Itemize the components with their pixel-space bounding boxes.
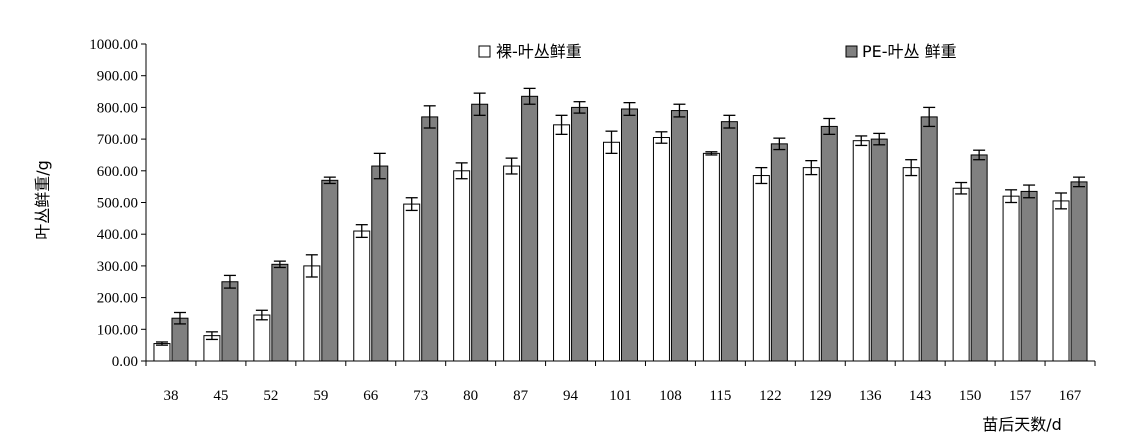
x-tick-label: 94 (563, 388, 579, 404)
x-tick-label: 87 (513, 388, 529, 404)
x-tick-label: 115 (709, 388, 731, 404)
y-tick-label: 700.00 (97, 132, 138, 148)
bar-pe (770, 143, 788, 362)
x-ticks: 38 45 52 59 66 73 80 87 94 101 108 115 122 129 136 143 1… (145, 361, 1096, 404)
x-axis: 38 45 52 59 66 73 80 87 94 101 108 115 122 129 136 143 1… (145, 360, 1096, 404)
legend-label-pe: PE-叶丛 鲜重 (862, 42, 957, 61)
bar-bare (403, 203, 421, 362)
x-tick-label: 108 (659, 388, 682, 404)
bar-bare (852, 140, 870, 362)
bar-pe (670, 110, 688, 362)
x-tick-label: 73 (413, 388, 428, 404)
x-tick-label: 80 (463, 388, 478, 404)
bar-bare (652, 137, 670, 362)
bar-bare (553, 124, 571, 362)
bar-bare (802, 167, 820, 362)
y-tick-label: 300.00 (97, 259, 138, 275)
error-bars (155, 87, 1086, 346)
bar-pe (720, 121, 738, 362)
bar-pe (221, 281, 239, 362)
y-tick-label: 800.00 (97, 100, 138, 116)
bar-pe (870, 138, 888, 362)
y-tick-label: 1000.00 (89, 37, 138, 53)
x-tick-label: 59 (313, 388, 328, 404)
bar-bare (303, 265, 321, 362)
bar-pe (471, 103, 489, 362)
x-tick-label: 129 (809, 388, 832, 404)
bar-pe (421, 116, 439, 362)
x-axis-title: 苗后天数/d (982, 415, 1062, 434)
bar-pe (920, 116, 938, 362)
x-tick-label: 38 (163, 388, 178, 404)
y-ticks: 0.00 100.00 200.00 300.00 400.00 500.00 600.00… (89, 37, 146, 370)
bar-bare (353, 230, 371, 362)
legend-swatch-pe (845, 45, 858, 58)
y-tick-label: 100.00 (97, 322, 138, 338)
bar-bare (702, 152, 720, 362)
legend-item-bare: 裸-叶丛鲜重 (478, 42, 582, 61)
y-tick-label: 400.00 (97, 227, 138, 243)
bar-pe (521, 95, 539, 362)
bar-pe (371, 165, 389, 362)
bar-bare (752, 175, 770, 362)
bar-pe (271, 263, 289, 362)
legend-label-bare: 裸-叶丛鲜重 (496, 42, 582, 61)
bar-bare (603, 141, 620, 362)
bar-bare (153, 343, 171, 362)
y-axis-title: 叶丛鲜重/g (33, 160, 52, 240)
bar-pe (321, 179, 339, 362)
y-tick-label: 0.00 (112, 354, 138, 370)
bar-bare (902, 167, 920, 362)
x-tick-label: 45 (213, 388, 228, 404)
x-tick-label: 167 (1059, 388, 1082, 404)
y-axis: 0.00 100.00 200.00 300.00 400.00 500.00 600.00… (89, 37, 147, 370)
legend-item-pe: PE-叶丛 鲜重 (845, 42, 957, 61)
bar-pe (1020, 190, 1038, 362)
y-tick-label: 600.00 (97, 164, 138, 180)
bar-bare (503, 165, 521, 362)
bar-pe (571, 106, 589, 362)
legend-swatch-bare (478, 45, 491, 58)
bar-pe (621, 108, 638, 362)
bar-pe (171, 317, 189, 362)
bar-pe (820, 125, 838, 362)
bar-bare (952, 187, 970, 362)
x-tick-label: 66 (363, 388, 379, 404)
x-tick-label: 157 (1009, 388, 1032, 404)
bar-bare (1052, 200, 1070, 362)
bar-bare (1002, 195, 1020, 362)
y-tick-label: 900.00 (97, 69, 138, 85)
y-tick-label: 500.00 (97, 196, 138, 212)
x-tick-label: 52 (263, 388, 278, 404)
x-tick-label: 150 (959, 388, 982, 404)
bar-pe (970, 154, 988, 362)
bars (153, 95, 1088, 362)
x-tick-label: 143 (909, 388, 932, 404)
bar-bare (253, 314, 271, 362)
legend: 裸-叶丛鲜重 PE-叶丛 鲜重 (478, 42, 957, 61)
bar-pe (1070, 181, 1088, 362)
y-tick-label: 200.00 (97, 291, 138, 307)
bar-bare (453, 170, 471, 362)
x-tick-label: 101 (609, 388, 632, 404)
x-tick-label: 136 (859, 388, 882, 404)
x-tick-label: 122 (759, 388, 782, 404)
